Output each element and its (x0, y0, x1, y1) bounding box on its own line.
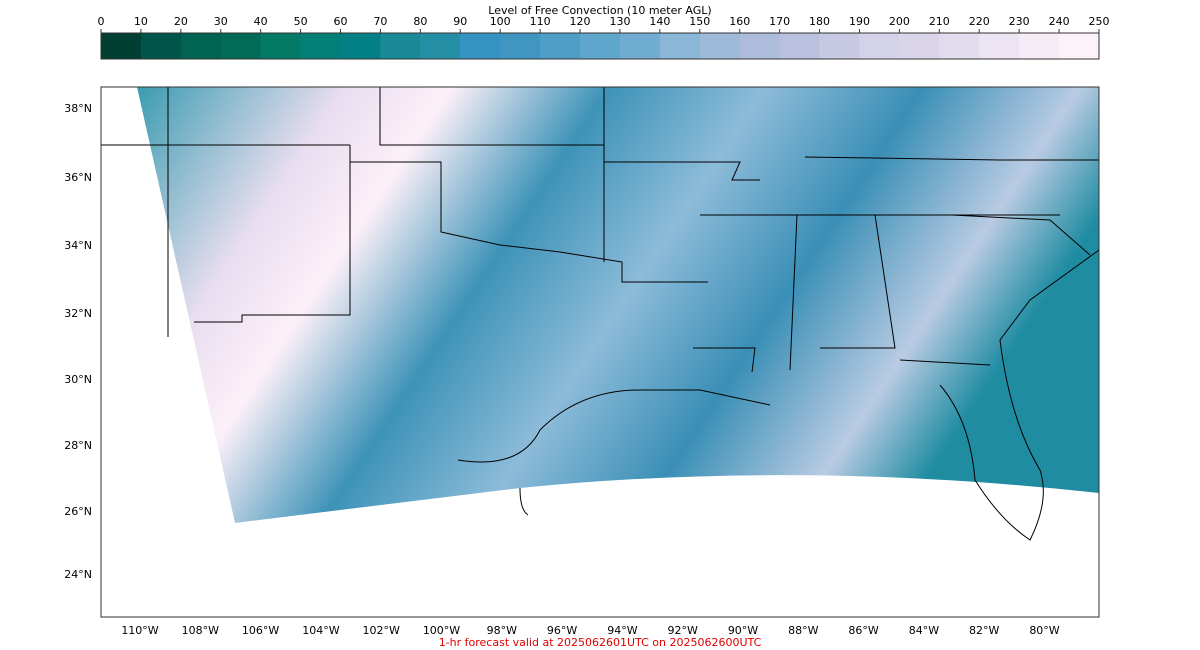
lon-label: 104°W (302, 624, 339, 637)
colorbar-tick-label: 170 (769, 15, 790, 28)
lon-label: 108°W (182, 624, 219, 637)
colorbar-swatch (859, 33, 900, 59)
colorbar-swatch (380, 33, 421, 59)
colorbar-tick-label: 0 (98, 15, 105, 28)
lon-label: 102°W (363, 624, 400, 637)
colorbar-tick-label: 70 (373, 15, 387, 28)
colorbar-swatch (739, 33, 781, 59)
colorbar-tick-label: 130 (609, 15, 630, 28)
colorbar: 0 10 20 30 40 50 60 70 80 90 100 110 120 130 140 150 160… (98, 15, 1110, 59)
colorbar-tick-label: 230 (1009, 15, 1030, 28)
colorbar-swatch (180, 33, 222, 59)
colorbar-tick-label: 10 (134, 15, 148, 28)
colorbar-tick-label: 240 (1049, 15, 1070, 28)
lon-label: 82°W (969, 624, 999, 637)
colorbar-swatch (1019, 33, 1060, 59)
lon-label: 94°W (607, 624, 637, 637)
lat-label: 38°N (64, 102, 92, 115)
lon-label: 88°W (788, 624, 818, 637)
colorbar-swatch (1059, 33, 1100, 59)
colorbar-frame (100, 32, 1100, 60)
colorbar-swatch (260, 33, 302, 59)
lat-label: 36°N (64, 171, 92, 184)
forecast-footer: 1-hr forecast valid at 2025062601UTC on … (439, 636, 762, 649)
colorbar-tick-label: 140 (649, 15, 670, 28)
colorbar-swatch (779, 33, 821, 59)
colorbar-tick-label: 190 (849, 15, 870, 28)
lon-label: 100°W (423, 624, 460, 637)
colorbar-swatch (420, 33, 461, 59)
lon-label: 80°W (1029, 624, 1059, 637)
colorbar-swatch (659, 33, 701, 59)
colorbar-swatch (340, 33, 381, 59)
colorbar-swatch (580, 33, 621, 59)
convection-field (137, 87, 1099, 523)
state-borders (101, 87, 1099, 463)
colorbar-tick-label: 220 (969, 15, 990, 28)
colorbar-swatch (819, 33, 860, 59)
lon-label: 98°W (487, 624, 517, 637)
lon-label: 110°W (121, 624, 158, 637)
colorbar-tick-label: 50 (294, 15, 308, 28)
colorbar-swatch (899, 33, 940, 59)
colorbar-tick-label: 100 (490, 15, 511, 28)
colorbar-tick-label: 200 (889, 15, 910, 28)
colorbar-tick-label: 160 (729, 15, 750, 28)
lon-labels: 110°W 108°W 106°W 104°W 102°W 100°W 98°W 96°W 94… (121, 624, 1059, 637)
lon-label: 90°W (728, 624, 758, 637)
lat-label: 32°N (64, 307, 92, 320)
colorbar-tick-label: 120 (570, 15, 591, 28)
lon-label: 84°W (909, 624, 939, 637)
colorbar-swatch (220, 33, 262, 59)
colorbar-tick-label: 150 (689, 15, 710, 28)
colorbar-swatch (300, 33, 342, 59)
colorbar-swatch (619, 33, 661, 59)
colorbar-swatch (101, 33, 142, 59)
colorbar-swatch (500, 33, 541, 59)
colorbar-tick-label: 210 (929, 15, 950, 28)
colorbar-swatch (979, 33, 1020, 59)
lat-labels: 38°N 36°N 34°N 32°N 30°N 28°N 26°N 24°N (64, 102, 92, 581)
colorbar-tick-label: 40 (254, 15, 268, 28)
lat-label: 26°N (64, 505, 92, 518)
lat-label: 30°N (64, 373, 92, 386)
colorbar-label: Level of Free Convection (10 meter AGL) (488, 4, 711, 17)
colorbar-tick-label: 30 (214, 15, 228, 28)
lon-label: 86°W (848, 624, 878, 637)
colorbar-tick-label: 90 (453, 15, 467, 28)
lat-label: 34°N (64, 239, 92, 252)
lon-label: 92°W (668, 624, 698, 637)
colorbar-swatch (540, 33, 581, 59)
lon-label: 106°W (242, 624, 279, 637)
lon-label: 96°W (547, 624, 577, 637)
colorbar-swatch (460, 33, 501, 59)
coastline (519, 249, 1099, 541)
colorbar-tick-label: 20 (174, 15, 188, 28)
map-field (101, 87, 1099, 541)
colorbar-tick-label: 110 (530, 15, 551, 28)
colorbar-swatch (140, 33, 182, 59)
colorbar-tick-label: 60 (334, 15, 348, 28)
colorbar-tick-label: 180 (809, 15, 830, 28)
colorbar-swatch (939, 33, 980, 59)
colorbar-tick-label: 250 (1089, 15, 1110, 28)
lat-label: 24°N (64, 568, 92, 581)
colorbar-tick-label: 80 (413, 15, 427, 28)
map-frame (100, 86, 1100, 618)
colorbar-swatch (699, 33, 741, 59)
lat-label: 28°N (64, 439, 92, 452)
